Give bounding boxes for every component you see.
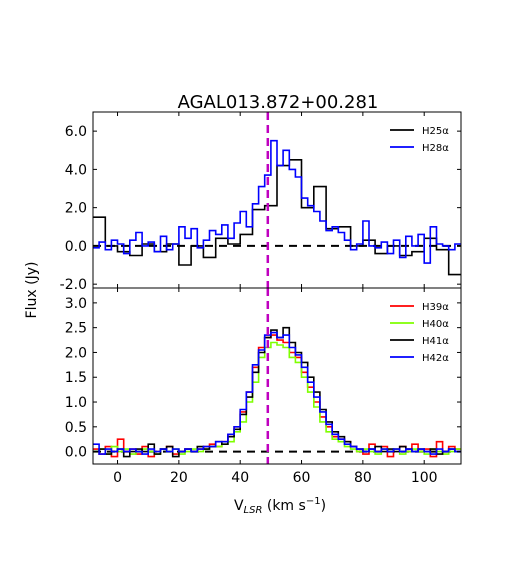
y-tick-label: 4.0 [65,162,87,178]
series-line-bottom-1 [93,341,461,455]
x-tick-label: 0 [113,470,122,486]
y-tick-label: 2.0 [65,345,87,361]
panel-bottom: 0.0 0.5 1.0 1.5 2.0 2.5 3.0 0 20 40 60 80 100 H39α H40… [65,287,462,486]
x-tick-label: 40 [231,470,249,486]
y-tick-label: 0.5 [65,420,87,436]
legend-label: H25α [422,126,449,137]
panel-top: -2.0 0.0 2.0 4.0 6.0 H25α H28α [60,111,462,293]
x-tick-label: 80 [354,470,372,486]
chart-title: AGAL013.872+00.281 [178,92,379,113]
y-tick-label: 6.0 [65,124,87,140]
x-tick-label: 20 [170,470,188,486]
y-tick-label: 0.0 [65,239,87,255]
y-tick-label: -2.0 [60,277,87,293]
series-line-bottom-3 [93,331,461,455]
x-tick-label: 60 [293,470,311,486]
legend-label: H28α [422,143,449,154]
y-tick-label: 1.0 [65,395,87,411]
x-tick-label: 100 [411,470,438,486]
series-line-bottom-0 [93,334,461,458]
x-axis-label: VLSR (km s−1) [234,496,326,516]
plot-area-top [93,139,461,276]
series-line-bottom-2 [93,326,461,458]
legend-label: H39α [422,302,449,313]
legend-label: H41α [422,336,449,347]
legend-label: H42α [422,353,449,364]
axes-frame [92,287,462,465]
plot-area-bottom [93,326,461,458]
series-line-top-1 [93,139,461,264]
y-axis-label: Flux (Jy) [24,262,40,319]
legend-label: H40α [422,319,449,330]
y-tick-label: 2.5 [65,321,87,337]
y-tick-label: 2.0 [65,201,87,217]
y-tick-label: 1.5 [65,370,87,386]
y-tick-label: 0.0 [65,445,87,461]
y-tick-label: 3.0 [65,296,87,312]
